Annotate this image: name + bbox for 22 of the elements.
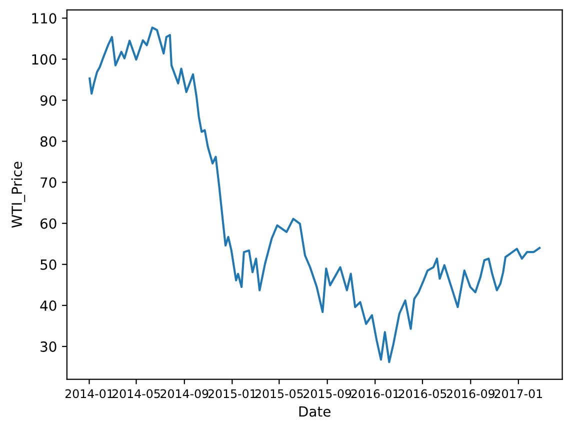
y-tick-label: 90 — [40, 95, 56, 106]
x-axis-title: Date — [299, 406, 330, 417]
x-tick-label: 2016-05 — [398, 389, 446, 398]
y-tick-label: 80 — [40, 136, 56, 147]
y-tick-label: 110 — [32, 13, 56, 24]
y-tick-label: 60 — [40, 218, 56, 229]
line-series — [88, 26, 541, 364]
x-tick-label: 2014-01 — [65, 389, 113, 398]
x-tick-label: 2015-09 — [304, 389, 352, 398]
y-tick-label: 50 — [40, 259, 56, 270]
x-tick-label: 2014-05 — [112, 389, 160, 398]
x-tick-label: 2015-01 — [208, 389, 256, 398]
y-tick-label: 70 — [40, 177, 56, 188]
y-tick-label: 30 — [40, 341, 56, 352]
x-tick-label: 2014-09 — [160, 389, 208, 398]
y-tick-label: 100 — [32, 54, 56, 65]
x-tick-label: 2016-01 — [351, 389, 399, 398]
x-tick-label: 2015-05 — [255, 389, 303, 398]
y-axis-title: WTI_Price — [11, 162, 26, 228]
x-tick-label: 2016-09 — [446, 389, 494, 398]
x-tick-label: 2017-01 — [494, 389, 542, 398]
y-tick-label: 40 — [40, 300, 56, 311]
